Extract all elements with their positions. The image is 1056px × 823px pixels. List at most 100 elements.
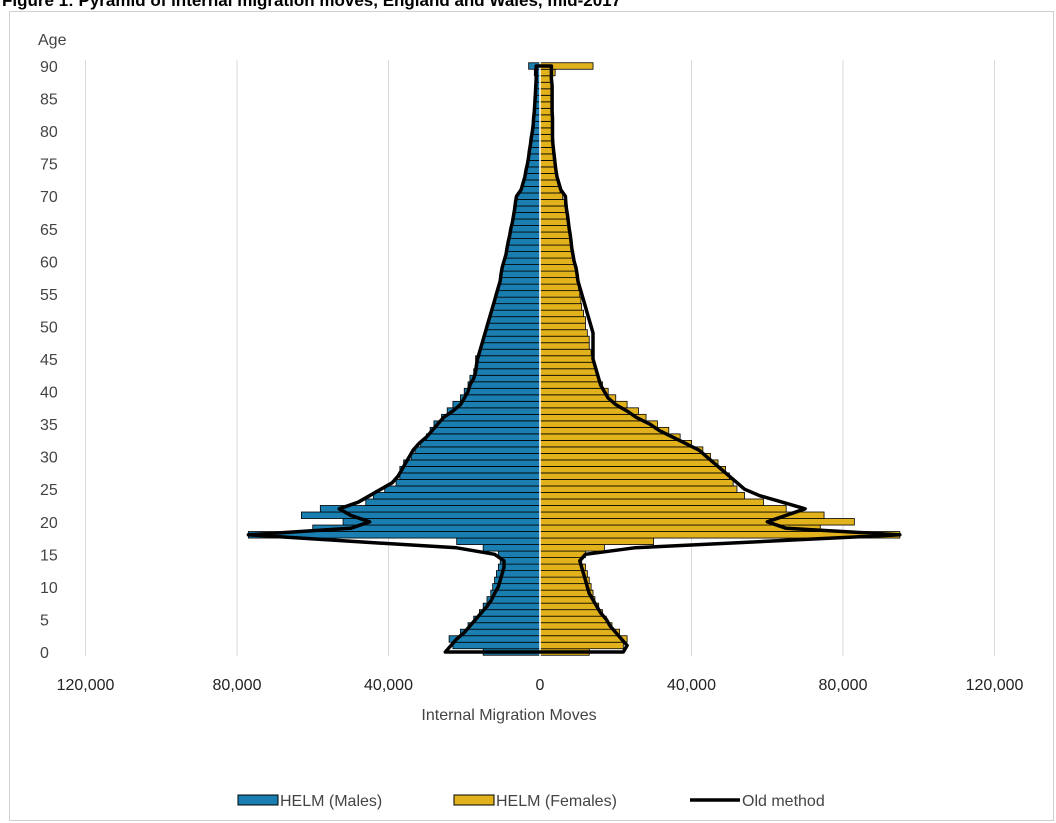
bar-male [452,400,541,409]
bar-male [441,413,541,422]
bar-male [494,296,541,305]
y-tick-label: 0 [40,645,49,662]
y-axis-ticks: 0 5 10 15 20 25 30 35 40 45 50 55 60 65 70 75 80 85 90 [40,59,58,662]
bar-female [539,609,603,617]
bar-male [475,361,541,370]
y-tick-label: 70 [40,189,58,206]
y-tick-label: 55 [40,287,58,304]
chart-frame [9,11,1054,821]
bar-male [482,544,541,552]
y-tick-label: 75 [40,157,58,174]
bar-male [425,433,541,441]
bar-male [497,550,541,558]
bar-female [539,94,553,103]
bar-male [499,557,541,565]
bar-female [539,420,658,428]
bar-male [433,420,541,428]
bar-female [539,453,711,461]
bar-male [505,251,541,259]
legend: HELM (Males) HELM (Females) Old method [237,793,825,810]
bar-female [539,355,594,363]
bar-male [499,277,541,285]
bar-male [490,309,541,318]
bar-female [539,433,681,441]
x-tick-label: 40,000 [667,677,716,694]
bar-female [539,342,590,350]
bar-female [539,485,738,493]
bar-male [478,348,541,357]
bar-male [448,635,541,643]
bar-male [452,641,541,650]
bar-female [539,498,764,506]
y-tick-label: 85 [40,92,58,109]
bar-male [516,192,541,200]
y-tick-label: 90 [40,59,58,76]
y-tick-label: 40 [40,385,58,402]
x-tick-label: 80,000 [213,677,262,694]
bar-female [539,146,553,155]
bar-female [539,316,586,324]
bar-male [372,492,541,500]
bar-female [539,225,570,233]
bar-female [539,368,598,376]
bar-male [511,218,541,226]
bar-female [539,264,577,272]
bar-female [539,244,573,252]
bar-male [467,381,541,389]
bar-female [539,544,605,552]
bar-female [539,394,617,402]
bar-female [539,290,581,298]
bar-female [539,160,555,168]
bar-female [539,257,575,265]
x-axis-title: Internal Migration Moves [421,707,596,724]
bar-female [539,518,855,526]
y-tick-label: 80 [40,124,58,141]
bar-female [539,309,584,318]
bar-male [342,518,541,526]
bar-male [484,329,541,337]
bar-female [539,114,553,122]
bar-female [539,329,588,337]
bar-female [539,387,609,396]
y-tick-label: 20 [40,515,58,532]
bar-male [482,602,541,611]
bar-female [539,563,586,572]
bar-male [475,355,541,363]
bar-male [460,628,541,637]
bar-female [539,361,596,370]
bar-female [539,192,564,200]
bar-male [486,322,541,331]
bar-male [514,205,541,213]
bar-female [539,107,552,116]
y-tick-label: 50 [40,319,58,336]
bar-female [539,537,655,545]
bar-male [500,270,541,279]
bar-female [539,205,567,213]
y-tick-label: 30 [40,450,58,467]
bar-female [539,381,603,389]
bar-female [539,641,624,650]
bar-male [507,238,541,246]
bar-female [539,303,583,311]
bar-female [539,459,719,467]
old-method-line [246,64,902,654]
bar-female [539,166,556,174]
bar-male [520,186,541,194]
chart-title: Figure 1: Pyramid of internal migration … [2,0,622,10]
bar-female [539,296,582,305]
bar-male [473,368,541,376]
bar-male [478,609,541,617]
bar-female [539,492,745,500]
bar-male [488,316,541,324]
bar-female [539,283,580,292]
bar-female [539,120,553,129]
legend-swatch [237,794,279,806]
x-tick-label: 80,000 [819,677,868,694]
bar-male [460,394,541,402]
bar-female [539,186,561,194]
bar-female [539,101,552,109]
bar-female [539,270,578,279]
bar-male [490,589,541,598]
male-bars [247,62,541,656]
